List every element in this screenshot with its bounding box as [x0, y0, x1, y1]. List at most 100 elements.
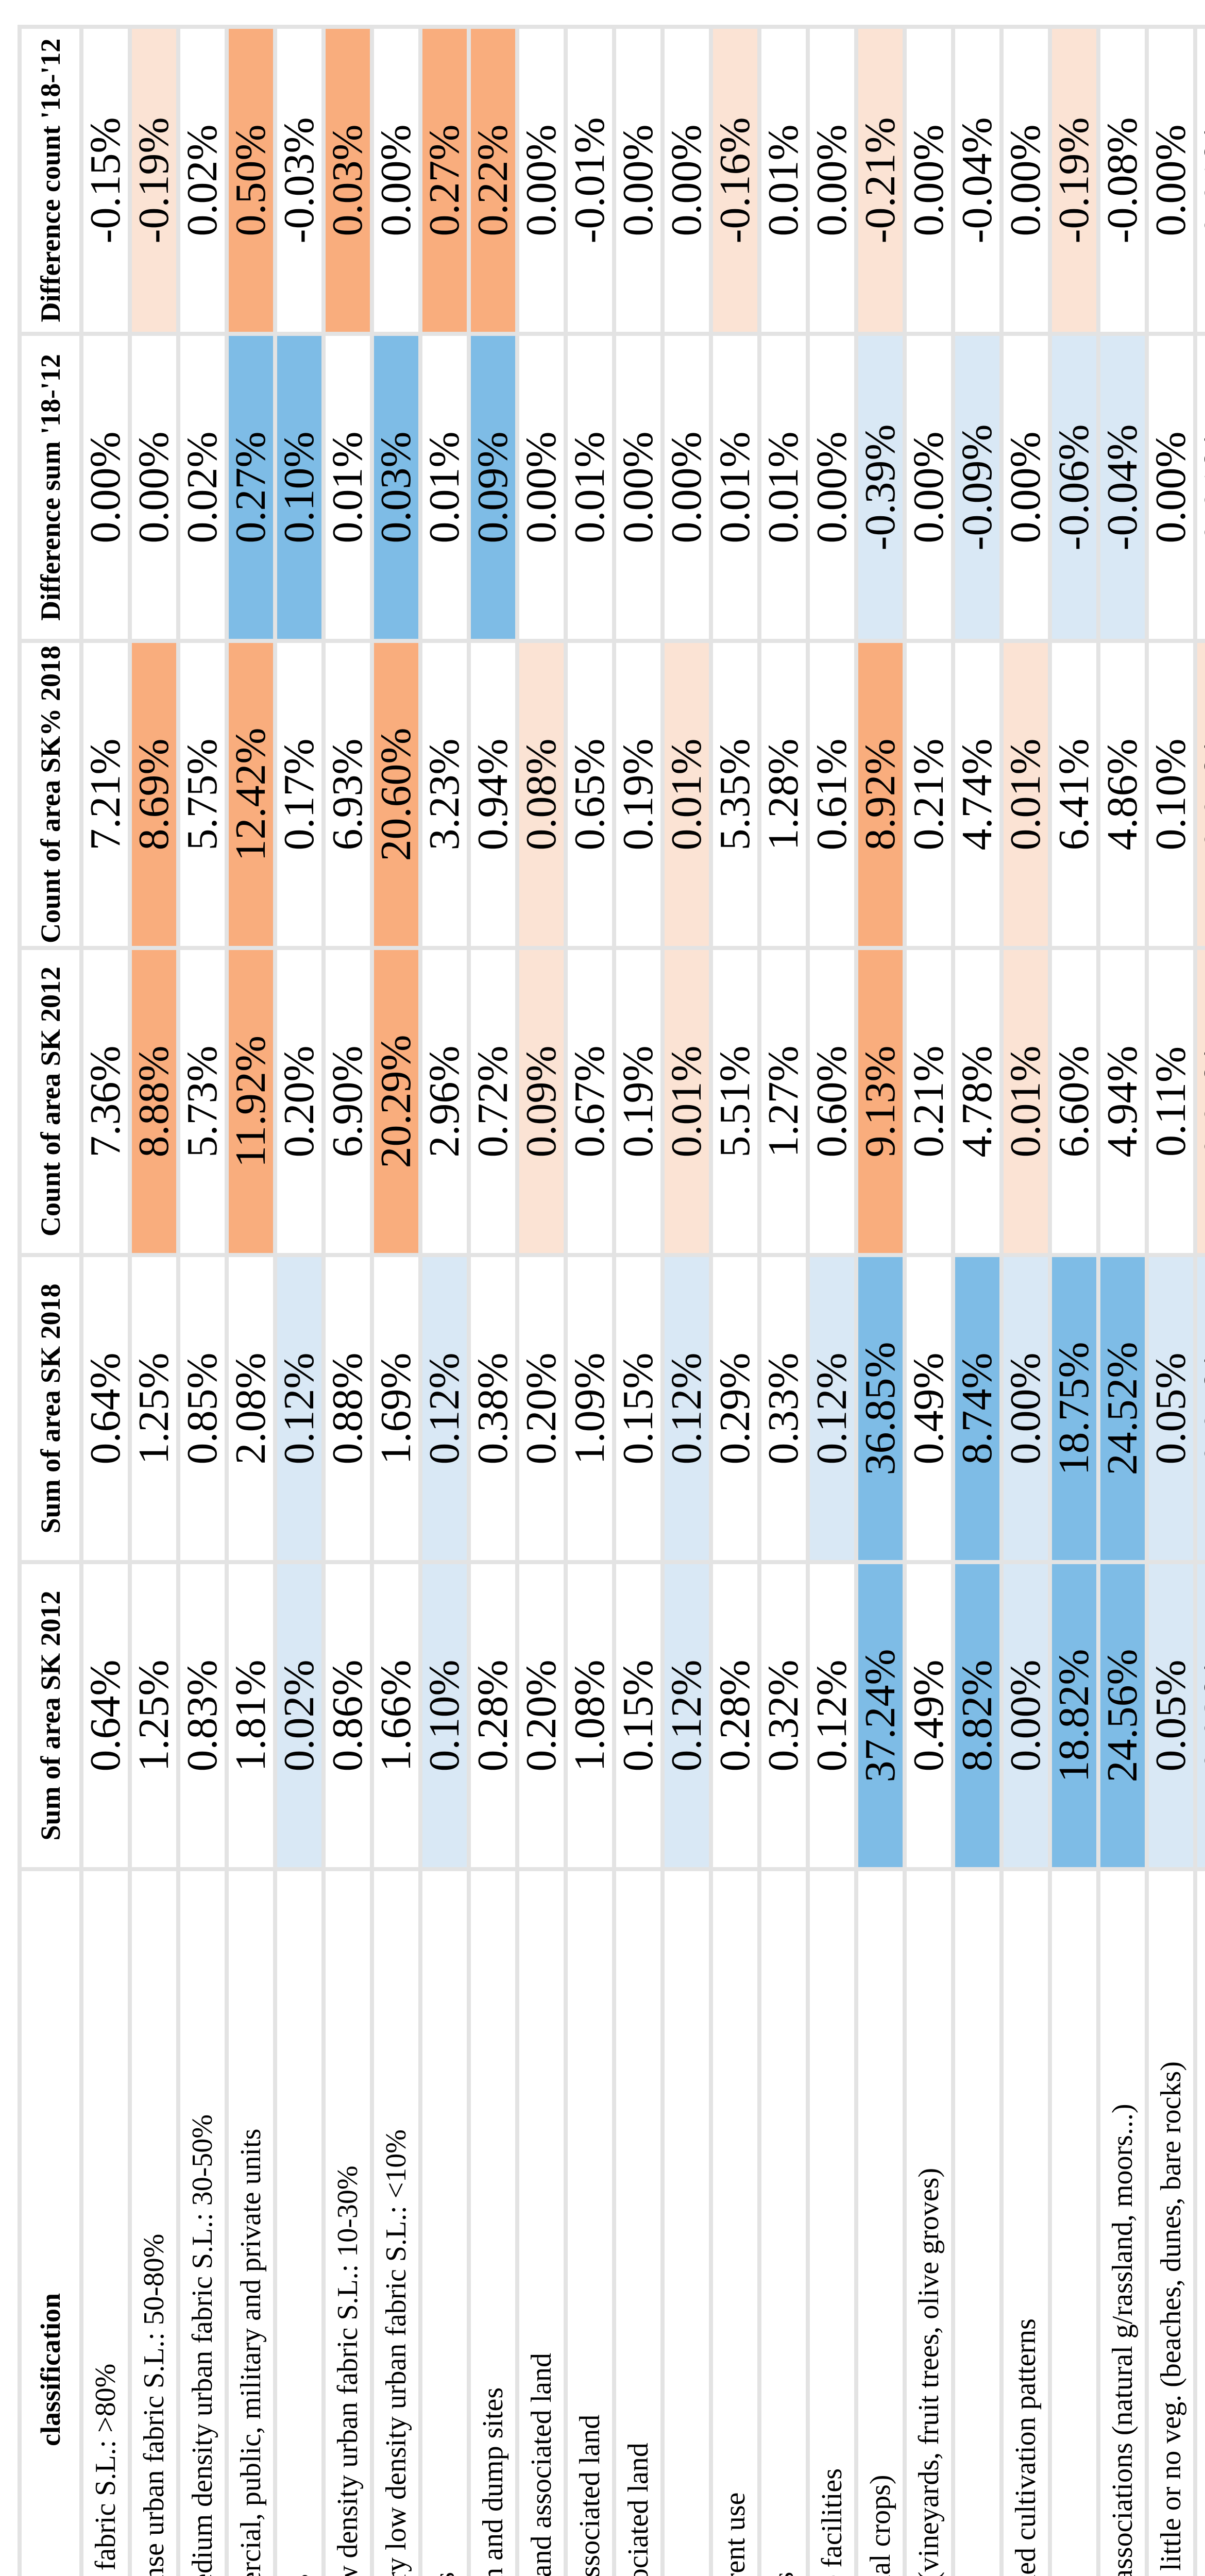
- value-cell: 1.25%: [130, 1564, 178, 1867]
- value-cell: 0.00%: [905, 336, 953, 639]
- value-cell: 8.88%: [130, 950, 178, 1253]
- value-cell: 0.12%: [275, 1257, 323, 1560]
- value-cell: 0.08%: [517, 643, 565, 946]
- value-cell: 0.01%: [663, 950, 710, 1253]
- table-row: 32000 Herbaceous veg. associations (natu…: [1098, 29, 1146, 2576]
- table-row: 11230 Discontinuous low density urban fa…: [324, 29, 371, 2576]
- value-cell: -0.04%: [953, 29, 1001, 332]
- table-row: 11240 Discontinuous very low density urb…: [372, 29, 420, 2576]
- value-cell: 0.02%: [178, 29, 226, 332]
- value-cell: 9.13%: [856, 950, 904, 1253]
- value-cell: 6.60%: [1050, 950, 1098, 1253]
- value-cell: -0.19%: [130, 29, 178, 332]
- value-cell: 6.41%: [1050, 643, 1098, 946]
- table-row: 13400 Land without current use0.28%0.29%…: [711, 29, 759, 2576]
- value-cell: 0.86%: [324, 1564, 371, 1867]
- value-cell: 0.49%: [905, 1257, 953, 1560]
- land-cover-statistics-table: classification Sum of area SK 2012 Sum of…: [18, 25, 1205, 2576]
- value-cell: -0.39%: [856, 336, 904, 639]
- row-label: 12100 Industrial, commercial, public, mi…: [229, 1871, 273, 2576]
- row-label: 11300 Isolated structures: [422, 1871, 467, 2576]
- value-cell: 0.03%: [372, 336, 420, 639]
- value-cell: 6.93%: [324, 643, 371, 946]
- value-cell: 0.09%: [517, 950, 565, 1253]
- row-label: 23000 Pastures: [955, 1871, 999, 2576]
- row-label: 13100 Mineral extraction and dump sites: [471, 1871, 515, 2576]
- value-cell: 5.73%: [178, 950, 226, 1253]
- value-cell: -0.16%: [711, 29, 759, 332]
- value-cell: -0.08%: [1098, 29, 1146, 332]
- value-cell: 1.09%: [566, 1257, 614, 1560]
- value-cell: 0.02%: [275, 1564, 323, 1867]
- value-cell: 0.01%: [566, 336, 614, 639]
- value-cell: 0.00%: [1002, 1564, 1049, 1867]
- row-label: 40000 Wetlands: [1197, 1871, 1205, 2576]
- value-cell: 24.56%: [1098, 1564, 1146, 1867]
- value-cell: 0.12%: [663, 1564, 710, 1867]
- column-header: Sum of area SK 2012: [22, 1564, 79, 1867]
- table-row: 22000 Permanent crops (vineyards, fruit …: [905, 29, 953, 2576]
- value-cell: 0.00%: [130, 336, 178, 639]
- value-cell: 0.04%: [1195, 950, 1205, 1253]
- row-label: 11240 Discontinuous very low density urb…: [374, 1871, 418, 2576]
- value-cell: 0.03%: [324, 29, 371, 332]
- value-cell: 0.12%: [808, 1564, 856, 1867]
- row-label: 13300 Construction sites: [277, 1871, 321, 2576]
- value-cell: 1.08%: [566, 1564, 614, 1867]
- value-cell: 0.64%: [81, 1564, 129, 1867]
- row-label: 33000 Open spaces with little or no veg.…: [1149, 1871, 1193, 2576]
- value-cell: -0.03%: [275, 29, 323, 332]
- value-cell: 0.28%: [469, 1564, 517, 1867]
- row-label: 11100 Continuous urban fabric S.L.: >80%: [83, 1871, 128, 2576]
- value-cell: 4.78%: [953, 950, 1001, 1253]
- value-cell: 8.74%: [953, 1257, 1001, 1560]
- value-cell: 0.38%: [469, 1257, 517, 1560]
- value-cell: 0.88%: [324, 1257, 371, 1560]
- value-cell: 18.75%: [1050, 1257, 1098, 1560]
- value-cell: 0.20%: [517, 1564, 565, 1867]
- table-row: 12210 Fast transit roads and associated …: [517, 29, 565, 2576]
- value-cell: 0.10%: [1147, 643, 1195, 946]
- value-cell: 4.94%: [1098, 950, 1146, 1253]
- value-cell: 8.69%: [130, 643, 178, 946]
- value-cell: 1.28%: [759, 643, 807, 946]
- value-cell: 0.00%: [517, 336, 565, 639]
- table-row: 14100 Green urban areas0.32%0.33%1.27%1.…: [759, 29, 807, 2576]
- value-cell: 2.08%: [227, 1257, 275, 1560]
- value-cell: -0.09%: [953, 336, 1001, 639]
- value-cell: 7.21%: [81, 643, 129, 946]
- value-cell: 4.86%: [1098, 643, 1146, 946]
- table-row: 12230 Railways and associated land0.15%0…: [614, 29, 662, 2576]
- value-cell: 7.36%: [81, 950, 129, 1253]
- value-cell: 5.51%: [711, 950, 759, 1253]
- column-header: Count of area SK 2012: [22, 950, 79, 1253]
- value-cell: 0.94%: [469, 643, 517, 946]
- value-cell: 4.74%: [953, 643, 1001, 946]
- column-header: Sum of area SK 2018: [22, 1257, 79, 1560]
- value-cell: 3.23%: [420, 643, 468, 946]
- value-cell: 0.05%: [1195, 643, 1205, 946]
- row-label: 12210 Fast transit roads and associated …: [519, 1871, 564, 2576]
- value-cell: 0.00%: [614, 336, 662, 639]
- row-label: 11220 Discontinuous medium density urban…: [180, 1871, 225, 2576]
- value-cell: 0.22%: [469, 29, 517, 332]
- table-row: 31000 Forests18.82%18.75%6.60%6.41%-0.06…: [1050, 29, 1098, 2576]
- value-cell: -0.19%: [1050, 29, 1098, 332]
- column-header: Count of area SK% 2018: [22, 643, 79, 946]
- row-label: 12220 Other roads and associated land: [568, 1871, 612, 2576]
- value-cell: 12.42%: [227, 643, 275, 946]
- row-label: 12230 Railways and associated land: [616, 1871, 660, 2576]
- column-header: Difference sum '18-'12: [22, 336, 79, 639]
- value-cell: -0.01%: [566, 29, 614, 332]
- value-cell: 0.61%: [808, 643, 856, 946]
- value-cell: 24.52%: [1098, 1257, 1146, 1560]
- value-cell: 0.28%: [711, 1564, 759, 1867]
- row-label: 12400 Airports: [665, 1871, 709, 2576]
- value-cell: 0.64%: [81, 1257, 129, 1560]
- value-cell: -0.06%: [1050, 336, 1098, 639]
- value-cell: 0.50%: [227, 29, 275, 332]
- value-cell: 0.00%: [517, 29, 565, 332]
- value-cell: 0.00%: [808, 29, 856, 332]
